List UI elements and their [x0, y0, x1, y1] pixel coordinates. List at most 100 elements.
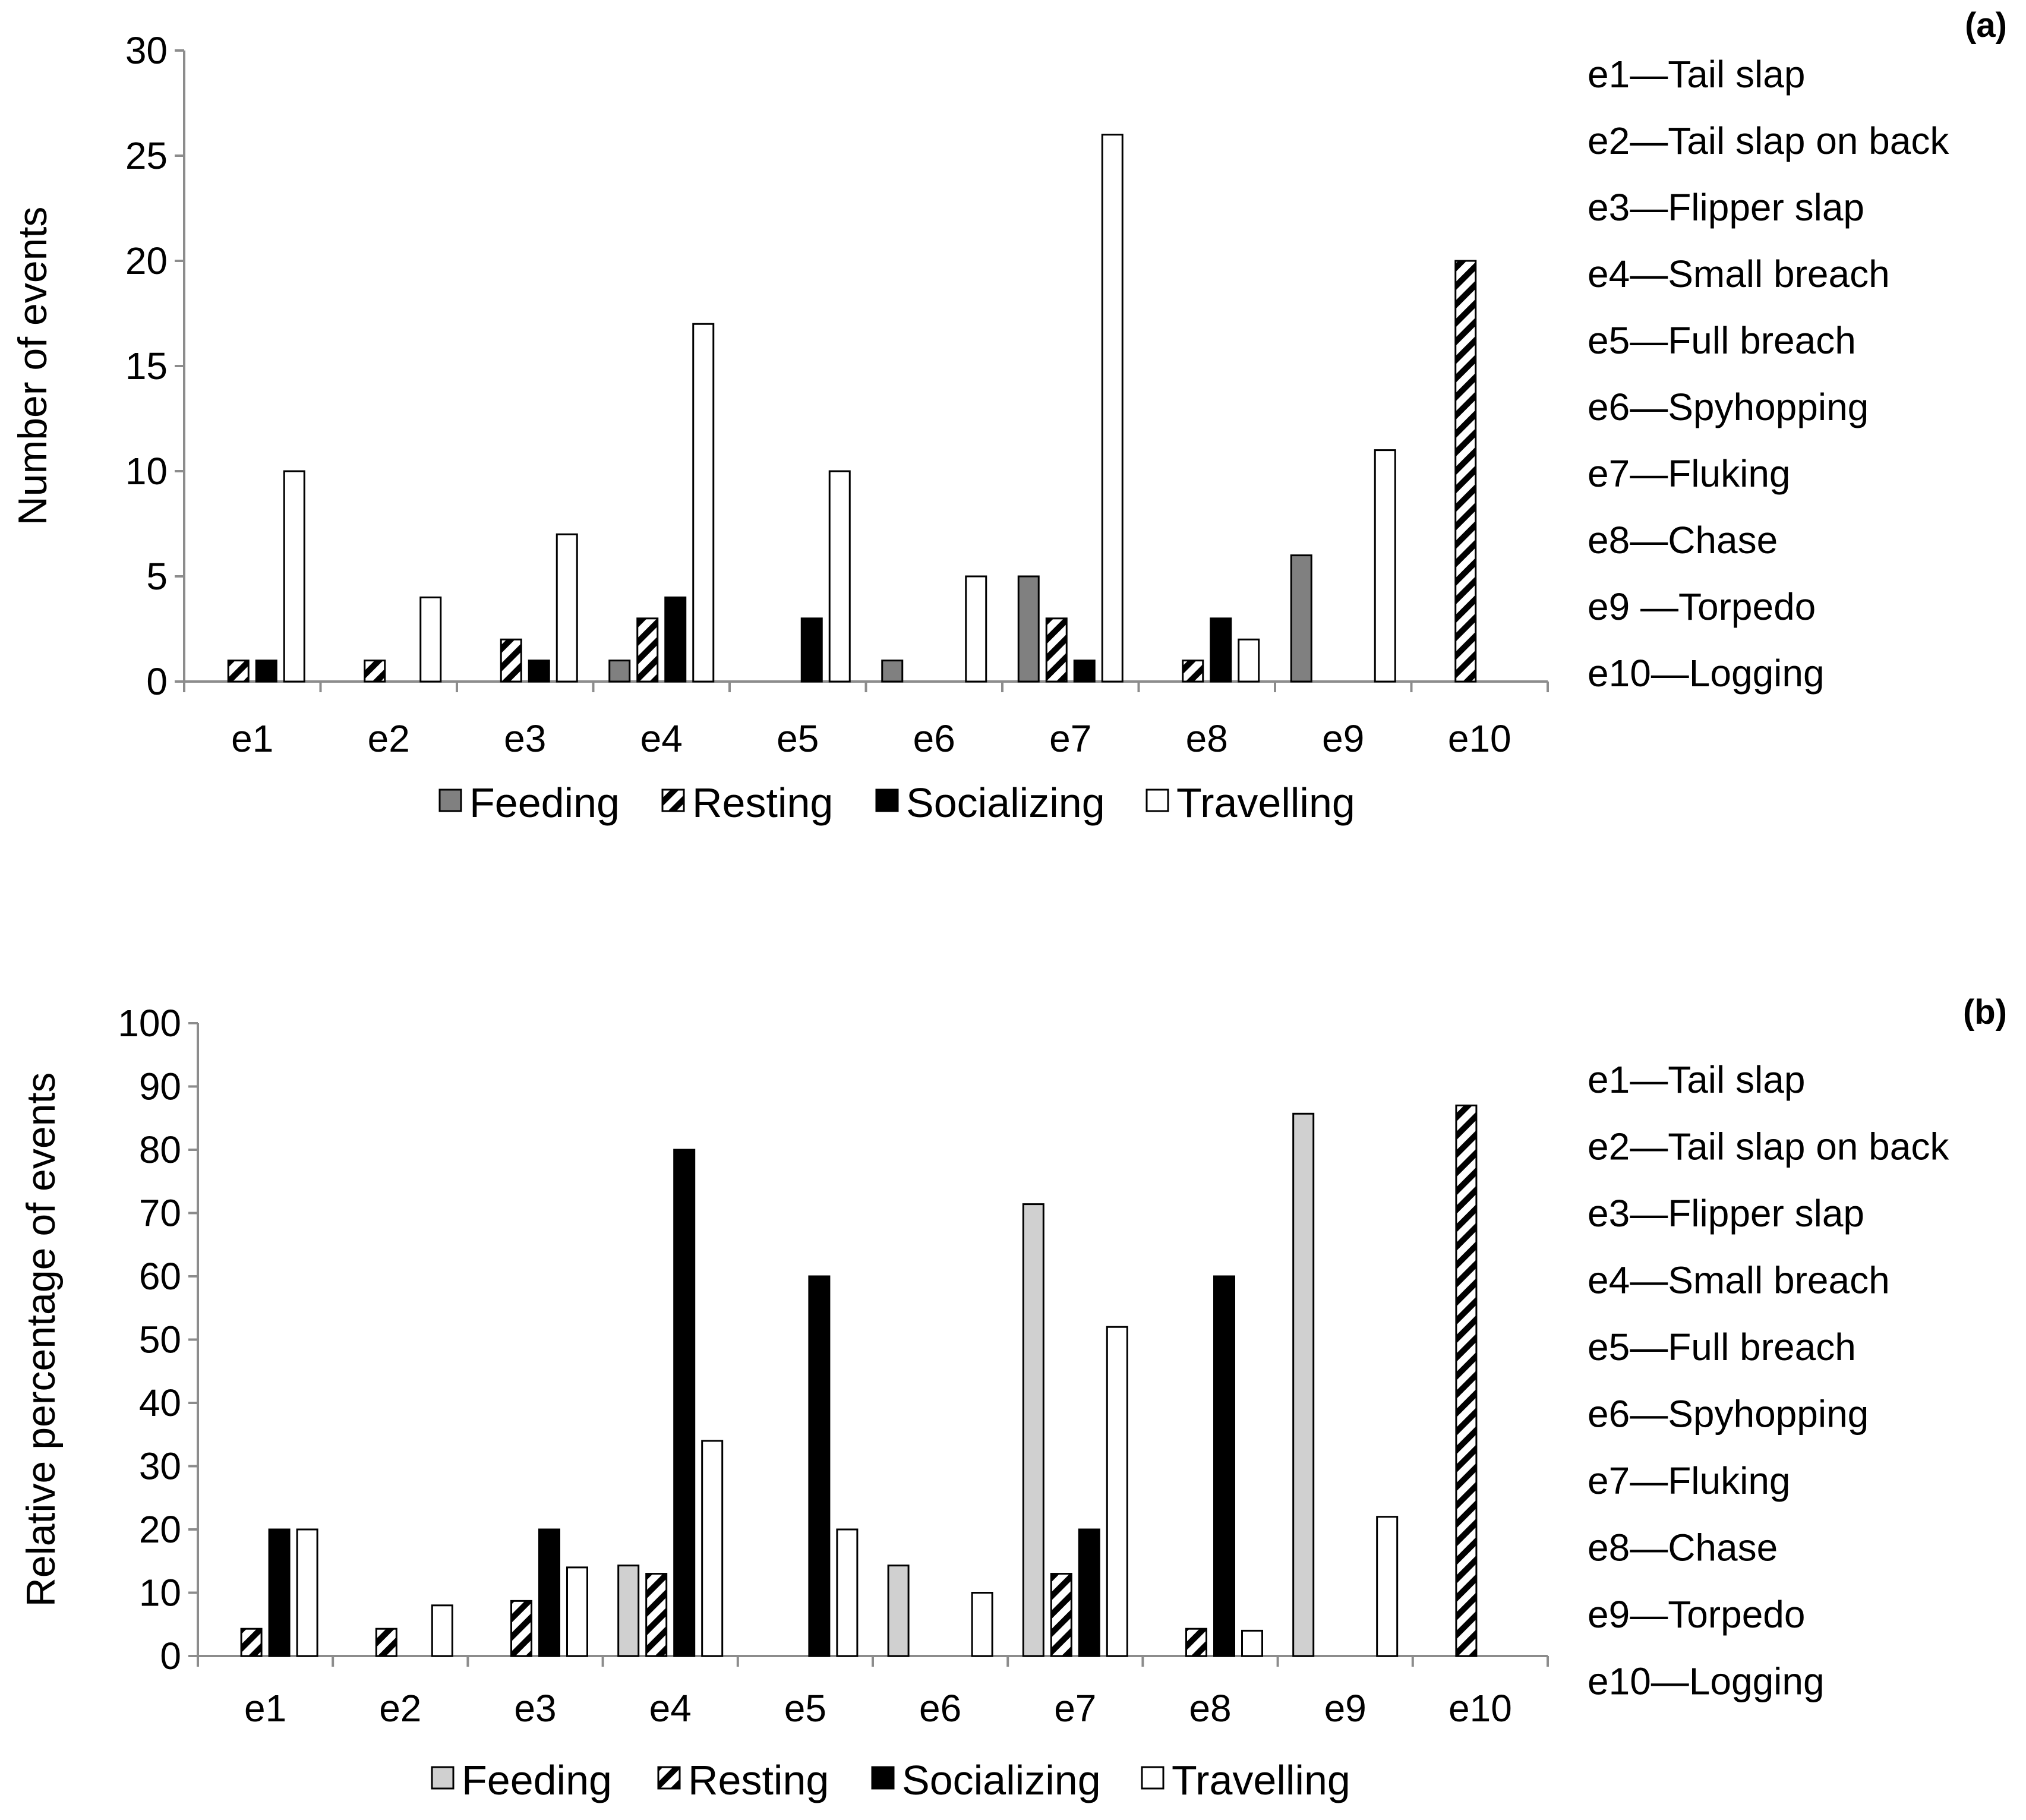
event-key-item: e5—Full breach	[1588, 319, 1856, 362]
event-key-item: e7—Fluking	[1588, 452, 1791, 495]
bar-resting-e3	[500, 638, 522, 683]
legend-label-resting: Resting	[692, 780, 833, 826]
bar-socializing-e8	[1213, 1275, 1235, 1657]
bar-socializing-e7	[1078, 1528, 1100, 1657]
y-tick-label: 100	[118, 1002, 181, 1045]
category-label: e6	[913, 717, 955, 760]
legend-swatch-socializing	[875, 788, 899, 812]
legend-label-socializing: Socializing	[902, 1757, 1101, 1803]
y-tick-label: 80	[139, 1128, 181, 1171]
bar-feeding-e4	[617, 1564, 640, 1657]
bar-socializing-e8	[1210, 617, 1232, 683]
bar-travelling-e9	[1374, 449, 1396, 683]
category-label: e2	[379, 1687, 421, 1730]
bar-resting-e1	[240, 1627, 263, 1657]
event-key-item: e3—Flipper slap	[1588, 186, 1864, 229]
bar-travelling-e8	[1241, 1629, 1263, 1657]
bar-travelling-e3	[556, 533, 578, 683]
event-key-item: e6—Spyhopping	[1588, 1393, 1869, 1436]
bar-resting-e3	[510, 1600, 532, 1657]
y-tick-label: 10	[139, 1572, 181, 1614]
bar-resting-e2	[375, 1627, 397, 1657]
category-label: e9	[1322, 717, 1364, 760]
bar-socializing-e4	[664, 596, 687, 683]
bar-resting-e4	[645, 1573, 668, 1657]
event-key-item: e4—Small breach	[1588, 1259, 1890, 1302]
y-tick-label: 10	[125, 450, 168, 493]
category-label: e6	[919, 1687, 961, 1730]
bar-resting-e7	[1045, 617, 1068, 683]
category-label: e2	[368, 717, 410, 760]
y-tick-label: 70	[139, 1192, 181, 1235]
category-label: e8	[1186, 717, 1228, 760]
bar-resting-e7	[1050, 1573, 1072, 1657]
category-label: e3	[504, 717, 546, 760]
event-key-item: e2—Tail slap on back	[1588, 119, 1949, 162]
bar-socializing-e3	[538, 1528, 560, 1657]
y-tick-label: 60	[139, 1255, 181, 1298]
event-key-item: e9 —Torpedo	[1588, 585, 1816, 628]
bar-travelling-e6	[965, 575, 987, 683]
bar-resting-e8	[1185, 1627, 1207, 1657]
category-label: e5	[777, 717, 819, 760]
y-tick-label: 0	[146, 660, 168, 703]
legend-swatch-travelling	[1141, 1766, 1165, 1790]
bar-resting-e8	[1182, 660, 1204, 683]
y-tick-label: 50	[139, 1319, 181, 1361]
y-tick-label: 0	[160, 1635, 181, 1677]
category-label: e9	[1324, 1687, 1367, 1730]
y-tick-label: 40	[139, 1381, 181, 1424]
event-key-item: e10—Logging	[1588, 652, 1825, 695]
y-tick-label: 90	[139, 1065, 181, 1108]
y-tick-label: 20	[139, 1508, 181, 1551]
legend-swatch-resting	[657, 1766, 681, 1790]
event-key-item: e8—Chase	[1588, 1526, 1778, 1569]
event-key-item: e3—Flipper slap	[1588, 1192, 1864, 1235]
legend-swatch-socializing	[871, 1766, 895, 1790]
event-key-item: e6—Spyhopping	[1588, 386, 1869, 428]
legend-swatch-feeding	[438, 788, 462, 812]
category-label: e5	[784, 1687, 826, 1730]
category-label: e7	[1054, 1687, 1096, 1730]
legend-swatch-resting	[661, 788, 685, 812]
category-label: e4	[640, 717, 683, 760]
bar-travelling-e8	[1238, 638, 1260, 683]
bar-travelling-e5	[836, 1528, 859, 1657]
bar-resting-e2	[364, 660, 386, 683]
y-tick-label: 5	[146, 555, 168, 598]
bar-resting-e10	[1455, 1104, 1478, 1657]
bar-feeding-e9	[1292, 1112, 1315, 1657]
category-label: e3	[514, 1687, 556, 1730]
bar-travelling-e3	[566, 1566, 588, 1657]
event-key-item: e10—Logging	[1588, 1660, 1825, 1703]
bar-travelling-e1	[296, 1528, 318, 1657]
category-label: e1	[244, 1687, 286, 1730]
bar-resting-e4	[636, 617, 659, 683]
bar-socializing-e5	[808, 1275, 831, 1657]
category-label: e1	[231, 717, 273, 760]
legend-label-feeding: Feeding	[462, 1757, 612, 1803]
panel-b-chart: 0 10 20 30 40 50 60 70 80 90 100 e1 e2 e3 e4 e5 e6 e7 e8 e9…	[18, 993, 2007, 1803]
bar-resting-e1	[227, 660, 250, 683]
event-key-item: e4—Small breach	[1588, 253, 1890, 295]
y-tick-label: 30	[125, 29, 168, 72]
panel-label: (b)	[1963, 993, 2007, 1032]
event-key-item: e1—Tail slap	[1588, 53, 1805, 96]
legend-label-resting: Resting	[688, 1757, 829, 1803]
bar-feeding-e9	[1290, 554, 1312, 683]
legend-label-socializing: Socializing	[906, 780, 1105, 826]
panel-label: (a)	[1965, 6, 2007, 45]
y-tick-label: 20	[125, 239, 168, 282]
category-label: e4	[649, 1687, 692, 1730]
y-tick-label: 15	[125, 345, 168, 387]
bar-socializing-e4	[673, 1149, 696, 1657]
category-label: e7	[1049, 717, 1091, 760]
bar-feeding-e6	[881, 660, 904, 683]
bar-travelling-e2	[419, 596, 442, 683]
bar-travelling-e9	[1376, 1516, 1399, 1657]
bar-socializing-e7	[1073, 660, 1096, 683]
legend-label-travelling: Travelling	[1176, 780, 1355, 826]
bar-travelling-e5	[828, 470, 851, 683]
bar-feeding-e7	[1022, 1203, 1044, 1657]
